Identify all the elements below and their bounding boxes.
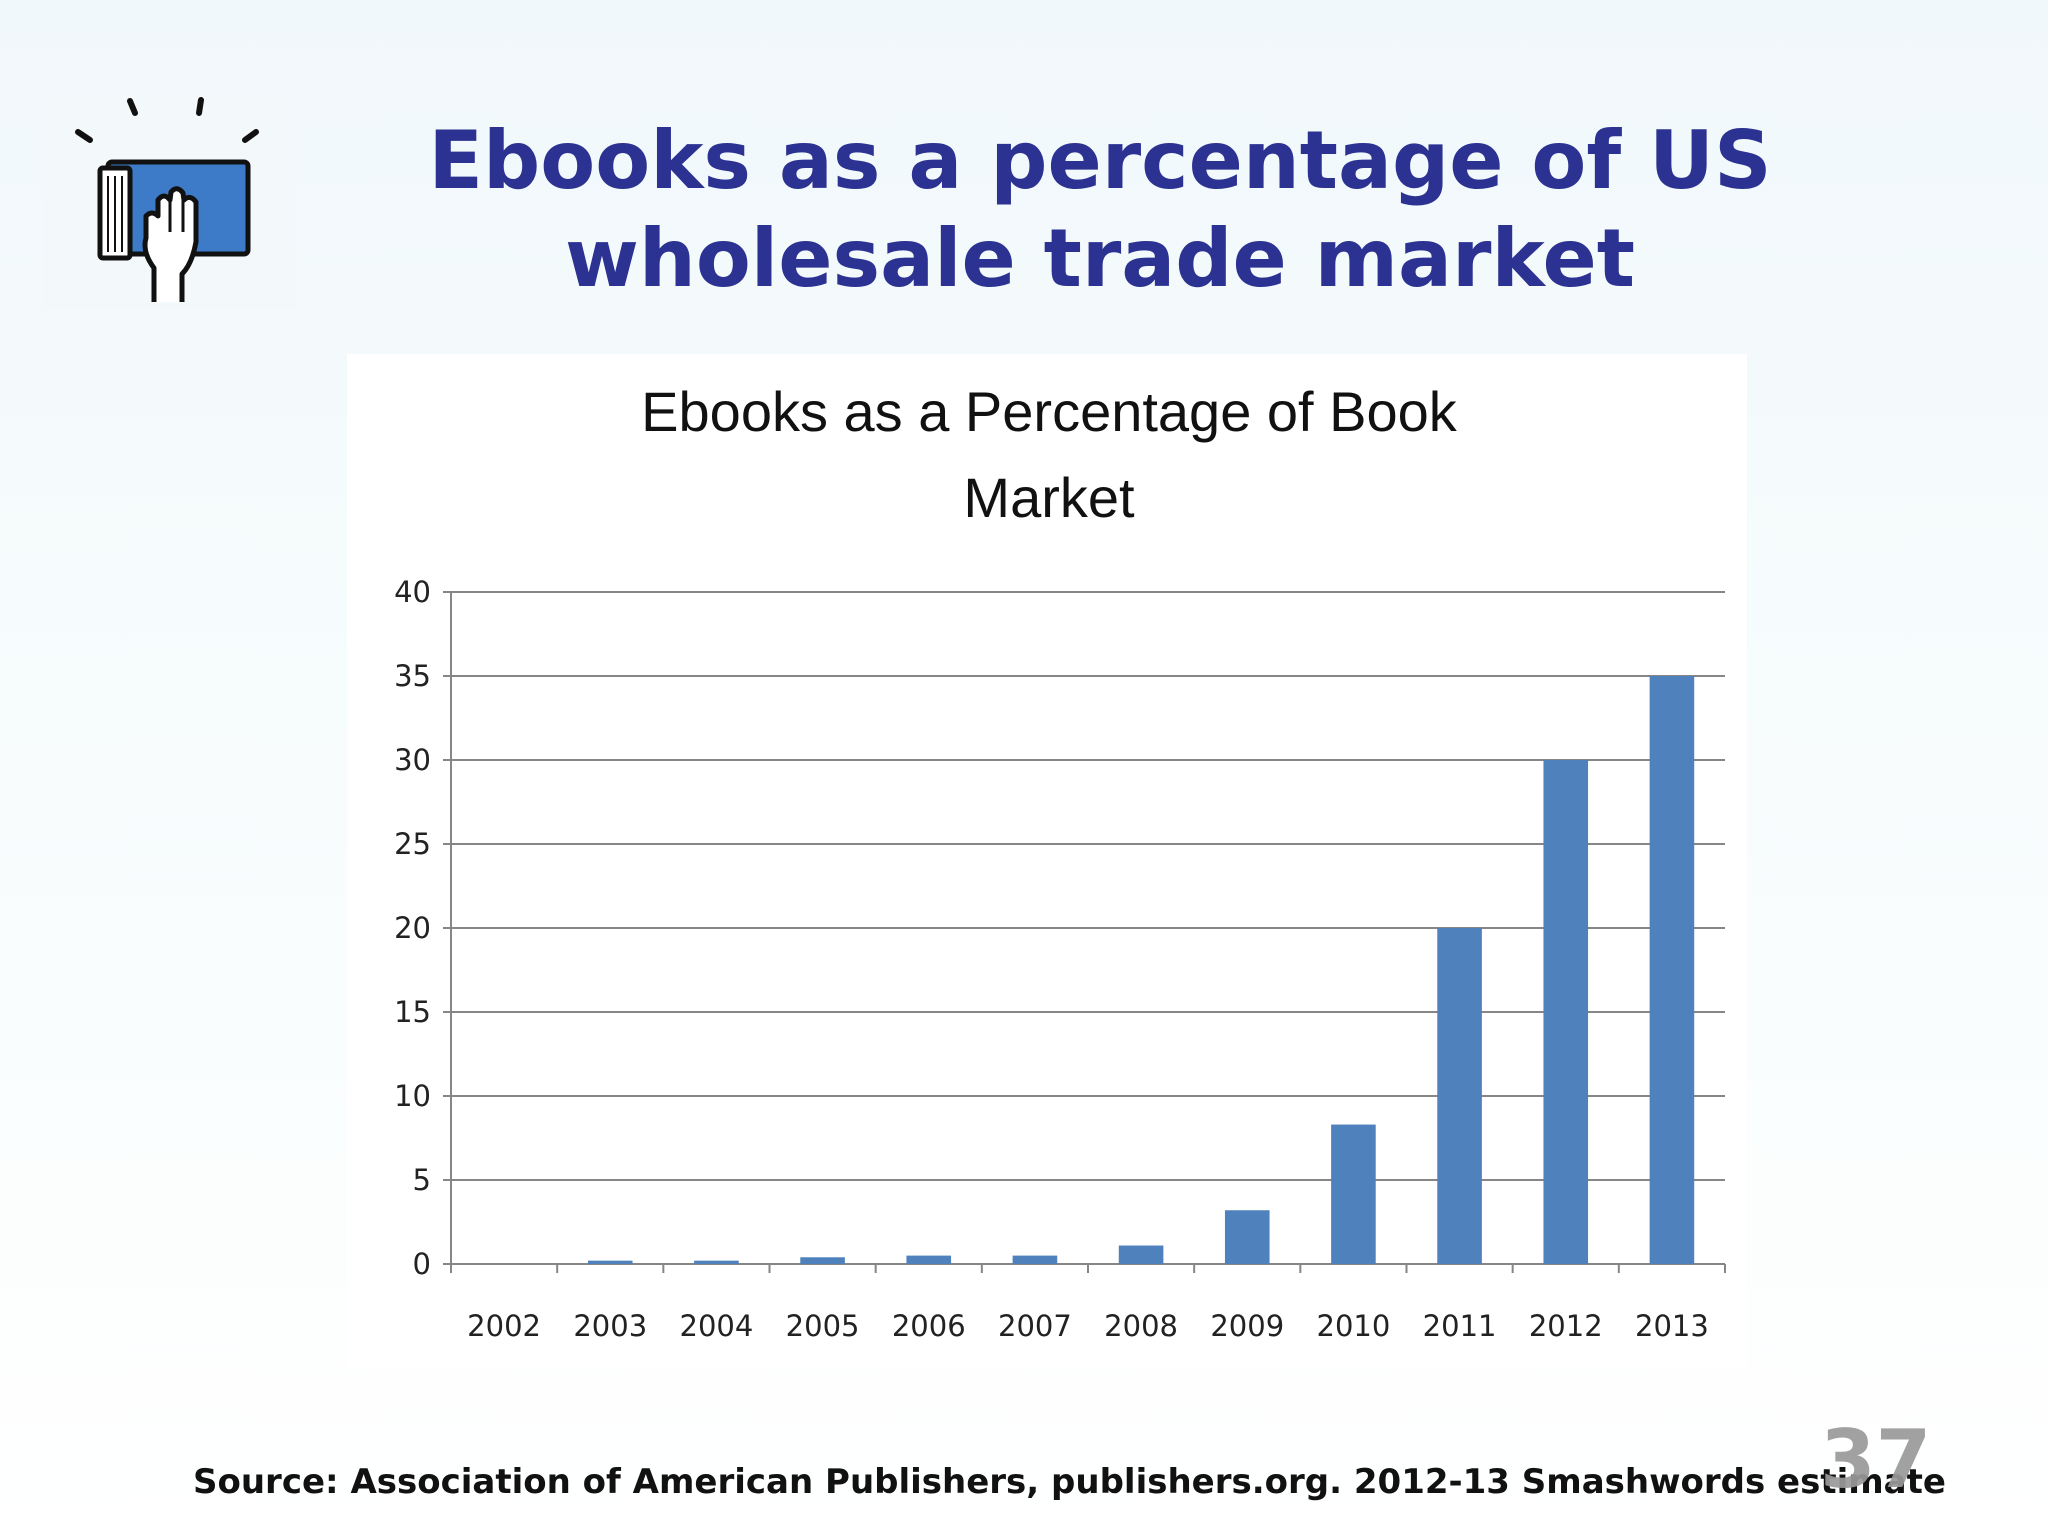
axes <box>443 591 1726 1273</box>
y-tick-label: 35 <box>394 659 431 693</box>
y-tick-label: 5 <box>413 1163 431 1197</box>
chart-title-line2: Market <box>963 466 1135 529</box>
y-tick-label: 0 <box>413 1247 431 1281</box>
bar-chart: Ebooks as a Percentage of Book Market 0 5… <box>394 380 1726 1343</box>
bars <box>587 676 1695 1264</box>
slide-title: Ebooks as a percentage of US wholesale t… <box>360 112 1840 308</box>
y-tick-label: 15 <box>394 995 431 1029</box>
x-tick-label: 2005 <box>786 1309 860 1343</box>
x-tick-label: 2009 <box>1210 1309 1284 1343</box>
bar-2003 <box>587 1260 633 1264</box>
x-tick-label: 2007 <box>998 1309 1072 1343</box>
gridlines <box>451 591 1725 1181</box>
bar-2005 <box>800 1257 845 1264</box>
bar-2012 <box>1543 760 1589 1264</box>
chart-panel: Ebooks as a Percentage of Book Market 0 5… <box>347 354 1747 1367</box>
x-tick-label: 2004 <box>680 1309 754 1343</box>
page-number: 37 <box>1820 1413 1932 1506</box>
x-tick-label: 2006 <box>892 1309 966 1343</box>
slide-title-line1: Ebooks as a percentage of US <box>428 114 1772 207</box>
bar-2004 <box>694 1260 739 1264</box>
x-tick-label: 2003 <box>573 1309 647 1343</box>
y-tick-label: 40 <box>394 575 431 609</box>
slide-title-line2: wholesale trade market <box>564 212 1636 305</box>
x-tick-label: 2012 <box>1529 1309 1603 1343</box>
x-tick-label: 2011 <box>1423 1309 1497 1343</box>
book-hand-icon <box>75 97 259 302</box>
bar-2007 <box>1012 1255 1058 1264</box>
x-tick-label: 2008 <box>1104 1309 1178 1343</box>
tick-labels: 0 5 10 15 20 25 30 35 40 2002 2003 2004 2005 2006 2007… <box>394 575 1709 1343</box>
y-tick-label: 30 <box>394 743 431 777</box>
bar-2006 <box>906 1255 952 1264</box>
x-tick-label: 2013 <box>1635 1309 1709 1343</box>
bar-2009 <box>1224 1210 1270 1264</box>
y-tick-label: 20 <box>394 911 431 945</box>
x-tick-label: 2010 <box>1317 1309 1391 1343</box>
y-tick-label: 25 <box>394 827 431 861</box>
logo <box>42 92 297 310</box>
bar-2013 <box>1649 676 1695 1264</box>
y-tick-label: 10 <box>394 1079 431 1113</box>
bar-2008 <box>1118 1245 1164 1264</box>
source-note: Source: Association of American Publishe… <box>193 1462 1946 1502</box>
bar-2011 <box>1437 928 1482 1264</box>
chart-title-line1: Ebooks as a Percentage of Book <box>641 380 1458 443</box>
x-tick-label: 2002 <box>467 1309 541 1343</box>
bar-2010 <box>1331 1124 1376 1264</box>
